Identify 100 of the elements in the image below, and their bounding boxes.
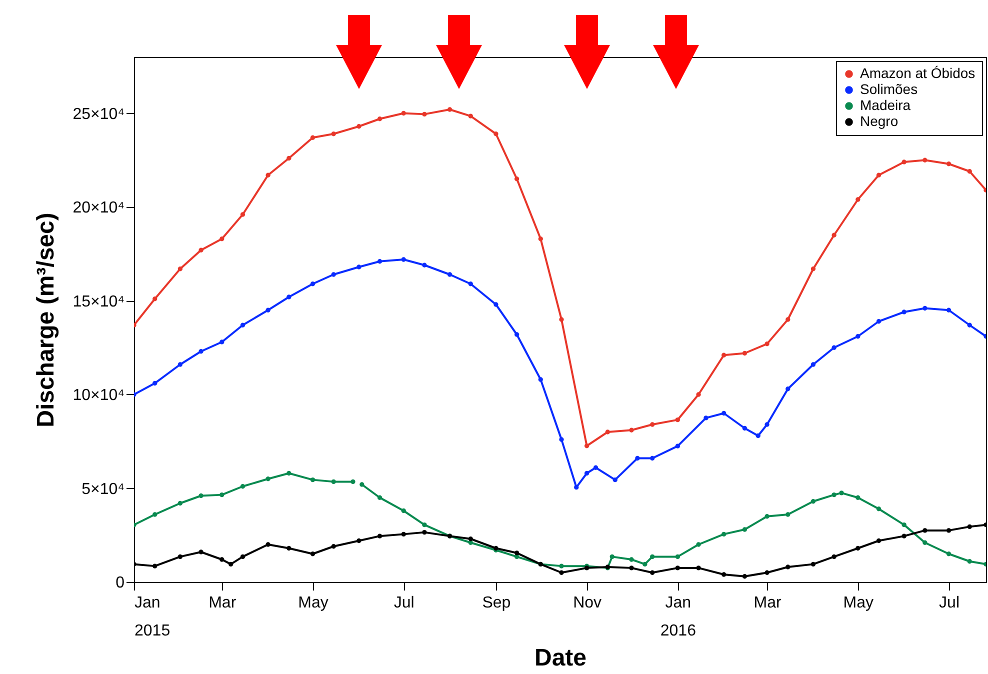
- point: [650, 570, 655, 575]
- point: [612, 477, 618, 482]
- point: [629, 428, 634, 432]
- point: [675, 417, 680, 422]
- point: [178, 554, 183, 560]
- point: [832, 345, 836, 350]
- point: [839, 490, 844, 496]
- point: [152, 564, 158, 568]
- point: [967, 169, 972, 174]
- point: [856, 334, 860, 339]
- point: [331, 132, 336, 136]
- point: [198, 248, 204, 252]
- x-tick-label: Jul: [394, 594, 414, 612]
- point: [876, 172, 882, 178]
- point: [468, 536, 473, 542]
- point: [786, 512, 790, 517]
- point: [178, 362, 183, 367]
- point: [584, 444, 590, 448]
- point: [401, 508, 406, 514]
- point: [922, 306, 928, 311]
- point: [876, 538, 882, 544]
- point: [922, 158, 928, 162]
- point: [810, 266, 816, 272]
- point: [742, 350, 748, 356]
- x-tick-label: Nov: [573, 594, 602, 612]
- point: [650, 554, 655, 560]
- point: [266, 542, 270, 547]
- point: [422, 522, 427, 528]
- point: [876, 506, 882, 512]
- point: [559, 570, 564, 575]
- point: [310, 552, 316, 556]
- x-tick-label: Sep: [482, 594, 511, 612]
- point: [856, 197, 860, 202]
- point: [876, 319, 882, 324]
- legend-label: Amazon at Óbidos: [860, 65, 976, 81]
- point: [240, 484, 246, 489]
- point: [967, 524, 972, 530]
- point: [810, 499, 816, 504]
- x-tick-label: Mar: [208, 594, 237, 612]
- point: [574, 484, 579, 490]
- point: [266, 308, 270, 312]
- point: [356, 264, 362, 270]
- point: [742, 574, 748, 579]
- point: [538, 236, 543, 242]
- point: [331, 272, 336, 277]
- point: [584, 470, 590, 476]
- point: [240, 322, 246, 328]
- point: [629, 566, 634, 570]
- point: [198, 349, 204, 354]
- point: [198, 550, 204, 554]
- point: [401, 110, 406, 116]
- x-tick-label: May: [843, 594, 874, 612]
- point: [310, 135, 316, 140]
- point: [468, 282, 473, 286]
- legend-label: Solimões: [860, 81, 918, 97]
- point: [240, 212, 246, 217]
- point: [514, 554, 520, 560]
- point: [559, 437, 564, 442]
- y-tick-label: 10×10⁴: [72, 387, 125, 404]
- point: [742, 527, 748, 532]
- point: [152, 296, 158, 302]
- point: [360, 482, 364, 487]
- y-tick-label: 20×10⁴: [72, 200, 125, 216]
- point: [220, 557, 224, 562]
- point: [610, 554, 614, 560]
- point: [310, 282, 316, 286]
- point: [310, 477, 316, 482]
- point: [286, 294, 292, 300]
- point: [514, 550, 520, 556]
- point: [422, 262, 427, 268]
- point: [593, 465, 598, 470]
- point: [401, 257, 406, 262]
- point: [696, 566, 701, 570]
- point: [514, 176, 520, 182]
- point: [902, 534, 906, 538]
- legend-label: Negro: [860, 113, 898, 129]
- point: [856, 495, 860, 500]
- point: [675, 566, 680, 570]
- point: [422, 112, 427, 117]
- point: [810, 362, 816, 367]
- point: [946, 552, 952, 556]
- point: [356, 538, 362, 544]
- point: [629, 557, 634, 562]
- y-tick-label: 0: [116, 574, 125, 592]
- point: [266, 476, 270, 482]
- point: [240, 554, 246, 560]
- point: [377, 534, 382, 538]
- point: [422, 530, 427, 535]
- point: [722, 572, 726, 577]
- point: [356, 124, 362, 129]
- point: [642, 562, 648, 567]
- point: [468, 114, 473, 118]
- point: [559, 317, 564, 322]
- point: [764, 570, 770, 575]
- point: [675, 444, 680, 448]
- point: [635, 456, 640, 461]
- point: [331, 544, 336, 549]
- point: [967, 559, 972, 564]
- point: [178, 266, 183, 272]
- point: [946, 528, 952, 533]
